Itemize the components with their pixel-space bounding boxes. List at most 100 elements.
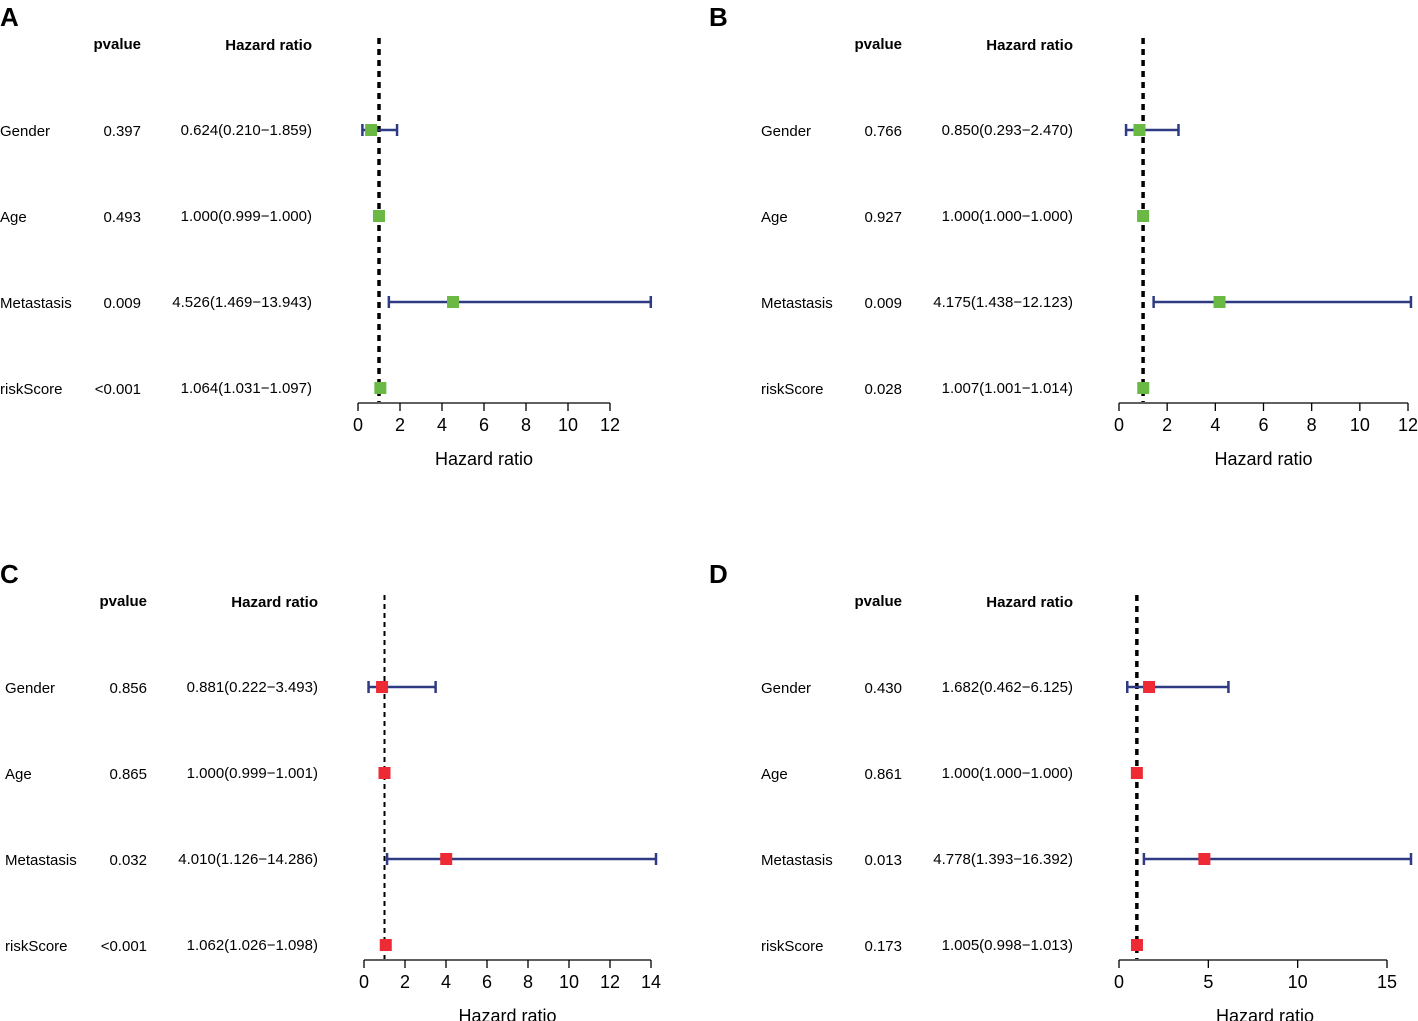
forest-row-gender: Gender 0.397 0.624(0.210−1.859) (0, 122, 399, 140)
x-tick-label: 8 (523, 972, 533, 992)
hazard-ratio-point (373, 210, 385, 222)
row-pvalue: 0.865 (109, 766, 147, 783)
x-axis-title: Hazard ratio (1216, 1006, 1314, 1021)
x-tick-label: 0 (1114, 415, 1124, 435)
hazard-ratio-point (440, 853, 453, 865)
row-label: Gender (761, 680, 811, 697)
row-hazard-ratio-text: 1.062(1.026−1.098) (187, 937, 318, 954)
row-pvalue: 0.397 (103, 123, 141, 140)
forest-row-metastasis: Metastasis 0.009 4.175(1.438−12.123) (761, 294, 1413, 312)
row-label: Metastasis (0, 295, 72, 312)
x-tick-label: 15 (1377, 972, 1397, 992)
row-hazard-ratio-text: 4.778(1.393−16.392) (933, 851, 1073, 868)
row-pvalue: 0.173 (864, 938, 902, 955)
row-hazard-ratio-text: 1.007(1.001−1.014) (942, 380, 1073, 397)
x-axis-title: Hazard ratio (458, 1006, 556, 1021)
x-axis-title: Hazard ratio (1214, 449, 1312, 469)
row-label: riskScore (761, 938, 824, 955)
hazard-ratio-point (1213, 296, 1226, 308)
row-hazard-ratio-text: 0.624(0.210−1.859) (181, 122, 312, 139)
forest-row-riskscore: riskScore 0.028 1.007(1.001−1.014) (761, 380, 1150, 398)
forest-row-riskscore: riskScore <0.001 1.062(1.026−1.098) (5, 937, 392, 955)
x-tick-label: 2 (395, 415, 405, 435)
row-hazard-ratio-text: 4.010(1.126−14.286) (178, 851, 318, 868)
hazard-ratio-point (1143, 681, 1156, 693)
hazard-ratio-point (1137, 382, 1150, 394)
forest-row-age: Age 0.493 1.000(0.999−1.000) (0, 208, 385, 226)
x-tick-label: 10 (1350, 415, 1370, 435)
hazard-ratio-point (1137, 210, 1150, 222)
row-label: Metastasis (761, 852, 833, 869)
row-pvalue: 0.493 (103, 209, 141, 226)
x-tick-label: 4 (437, 415, 447, 435)
row-label: Gender (0, 123, 50, 140)
row-label: riskScore (5, 938, 68, 955)
row-pvalue: <0.001 (95, 381, 141, 398)
row-hazard-ratio-text: 1.682(0.462−6.125) (942, 679, 1073, 696)
row-label: Age (0, 209, 27, 226)
x-axis: 0 2 4 6 8 10 12 Hazard ratio (1114, 402, 1418, 469)
row-label: Metastasis (761, 295, 833, 312)
x-axis-title: Hazard ratio (435, 449, 533, 469)
row-hazard-ratio-text: 4.175(1.438−12.123) (933, 294, 1073, 311)
x-tick-label: 14 (641, 972, 661, 992)
row-hazard-ratio-text: 1.000(0.999−1.001) (187, 765, 318, 782)
hazard-ratio-point (1130, 767, 1143, 779)
row-pvalue: 0.430 (864, 680, 902, 697)
pvalue-header: pvalue (99, 593, 147, 610)
forest-row-metastasis: Metastasis 0.009 4.526(1.469−13.943) (0, 294, 653, 312)
hazard-ratio-point (1198, 853, 1211, 865)
x-tick-label: 0 (353, 415, 363, 435)
hazard-ratio-point (1130, 939, 1143, 951)
hazard-ratio-point (374, 382, 387, 394)
x-axis: 0 2 4 6 8 10 12 Hazard ratio (353, 402, 620, 469)
hazard-ratio-header: Hazard ratio (225, 37, 312, 54)
forest-row-riskscore: riskScore <0.001 1.064(1.031−1.097) (0, 380, 387, 398)
pvalue-header: pvalue (854, 593, 902, 610)
row-hazard-ratio-text: 1.005(0.998−1.013) (942, 937, 1073, 954)
x-tick-label: 0 (359, 972, 369, 992)
x-tick-label: 6 (479, 415, 489, 435)
pvalue-header: pvalue (854, 36, 902, 53)
panel-letter: A (0, 2, 19, 32)
x-tick-label: 12 (600, 415, 620, 435)
hazard-ratio-point (376, 681, 389, 693)
row-hazard-ratio-text: 0.850(0.293−2.470) (942, 122, 1073, 139)
forest-row-age: Age 0.861 1.000(1.000−1.000) (761, 765, 1143, 783)
x-tick-label: 4 (1210, 415, 1220, 435)
forest-row-gender: Gender 0.430 1.682(0.462−6.125) (761, 679, 1230, 697)
hazard-ratio-point (1133, 124, 1146, 136)
hazard-ratio-header: Hazard ratio (986, 594, 1073, 611)
row-label: Gender (5, 680, 55, 697)
row-pvalue: 0.766 (864, 123, 902, 140)
row-pvalue: 0.009 (864, 295, 902, 312)
x-tick-label: 8 (1307, 415, 1317, 435)
x-tick-label: 10 (1288, 972, 1308, 992)
row-pvalue: 0.028 (864, 381, 902, 398)
forest-row-metastasis: Metastasis 0.013 4.778(1.393−16.392) (761, 851, 1413, 869)
row-hazard-ratio-text: 4.526(1.469−13.943) (172, 294, 312, 311)
hazard-ratio-header: Hazard ratio (986, 37, 1073, 54)
x-tick-label: 10 (559, 972, 579, 992)
row-pvalue: 0.032 (109, 852, 147, 869)
row-pvalue: 0.927 (864, 209, 902, 226)
forest-row-gender: Gender 0.856 0.881(0.222−3.493) (5, 679, 437, 697)
x-tick-label: 6 (1258, 415, 1268, 435)
x-tick-label: 4 (441, 972, 451, 992)
row-pvalue: <0.001 (101, 938, 147, 955)
row-hazard-ratio-text: 1.000(1.000−1.000) (942, 208, 1073, 225)
row-hazard-ratio-text: 1.064(1.031−1.097) (181, 380, 312, 397)
row-pvalue: 0.856 (109, 680, 147, 697)
row-label: Metastasis (5, 852, 77, 869)
x-tick-label: 6 (482, 972, 492, 992)
x-tick-label: 10 (558, 415, 578, 435)
panel-letter: D (709, 559, 728, 589)
forest-row-gender: Gender 0.766 0.850(0.293−2.470) (761, 122, 1180, 140)
row-label: Gender (761, 123, 811, 140)
row-hazard-ratio-text: 0.881(0.222−3.493) (187, 679, 318, 696)
x-tick-label: 0 (1114, 972, 1124, 992)
x-tick-label: 5 (1203, 972, 1213, 992)
